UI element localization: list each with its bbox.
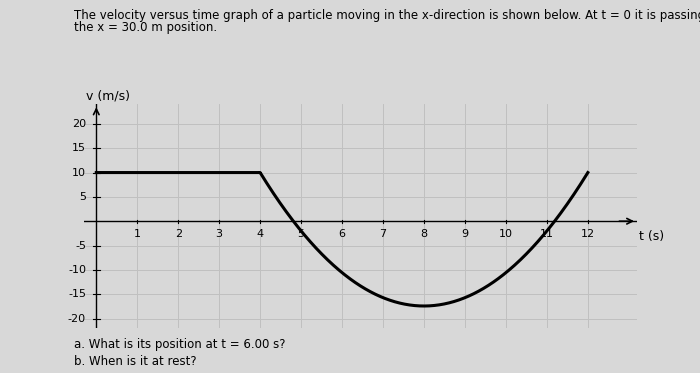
Text: 8: 8: [421, 229, 428, 238]
Text: 10: 10: [72, 167, 86, 178]
Text: 5: 5: [79, 192, 86, 202]
Text: 15: 15: [72, 143, 86, 153]
Text: 6: 6: [339, 229, 346, 238]
Text: -15: -15: [68, 289, 86, 299]
Text: -10: -10: [68, 265, 86, 275]
Text: 5: 5: [298, 229, 304, 238]
Text: -20: -20: [68, 314, 86, 323]
Text: 11: 11: [540, 229, 554, 238]
Text: v (m/s): v (m/s): [86, 89, 130, 102]
Text: 12: 12: [581, 229, 595, 238]
Text: 20: 20: [72, 119, 86, 129]
Text: 10: 10: [499, 229, 513, 238]
Text: The velocity versus time graph of a particle moving in the x-direction is shown : The velocity versus time graph of a part…: [74, 9, 700, 22]
Text: 3: 3: [216, 229, 223, 238]
Text: b. When is it at rest?: b. When is it at rest?: [74, 355, 196, 368]
Text: -5: -5: [75, 241, 86, 251]
Text: t (s): t (s): [639, 230, 664, 243]
Text: 9: 9: [461, 229, 468, 238]
Text: 1: 1: [134, 229, 141, 238]
Text: a. What is its position at t = 6.00 s?: a. What is its position at t = 6.00 s?: [74, 338, 285, 351]
Text: 2: 2: [175, 229, 182, 238]
Text: 4: 4: [257, 229, 264, 238]
Text: the x = 30.0 m position.: the x = 30.0 m position.: [74, 21, 216, 34]
Text: 7: 7: [379, 229, 386, 238]
